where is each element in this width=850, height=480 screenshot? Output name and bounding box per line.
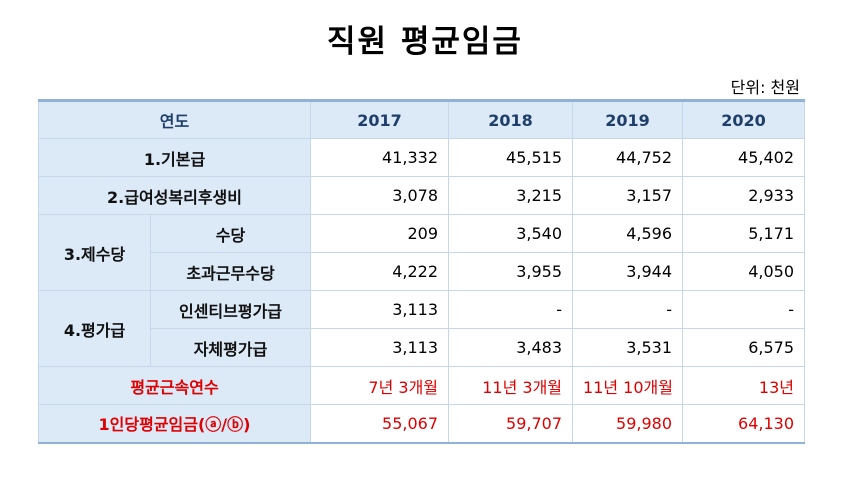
table-cell: 3,531 (572, 328, 684, 367)
row-group-label-evaluation: 4.평가급 (38, 290, 151, 367)
unit-label: 단위: 천원 (730, 78, 800, 97)
row-label-allowance: 수당 (149, 214, 312, 253)
table-cell: 3,483 (448, 328, 574, 367)
table-cell: - (448, 290, 574, 329)
row-label-basic-pay: 1.기본급 (37, 138, 312, 177)
row-label-avg-wage: 1인당평균임금(ⓐ/ⓑ) (37, 404, 312, 444)
table-row: 3.제수당 수당 209 3,540 4,596 5,171 (38, 214, 806, 291)
row-label-welfare: 2.급여성복리후생비 (37, 176, 312, 215)
year-2017-header: 2017 (310, 99, 450, 139)
year-2020-header: 2020 (682, 99, 806, 139)
table-row: 4.평가급 인센티브평가급 3,113 - - - (38, 290, 806, 367)
year-header: 연도 (37, 99, 312, 139)
table-cell: 64,130 (682, 404, 806, 444)
table-cell: 3,113 (310, 290, 450, 329)
row-label-tenure: 평균근속연수 (37, 366, 312, 405)
table-cell: 7년 3개월 (310, 366, 450, 405)
table-cell: 41,332 (310, 138, 450, 177)
page-title: 직원 평균임금 (327, 24, 523, 60)
table-cell: 3,113 (310, 328, 450, 367)
header-row: 연도 2017 2018 2019 2020 (37, 99, 806, 139)
table-cell: 6,575 (682, 328, 806, 367)
table-cell: 4,596 (572, 214, 684, 253)
table-row: 1인당평균임금(ⓐ/ⓑ) 55,067 59,707 59,980 64,130 (37, 404, 806, 444)
table-cell: 55,067 (310, 404, 450, 444)
table-cell: 3,215 (448, 176, 574, 215)
table-cell: 3,540 (448, 214, 574, 253)
table-cell: - (572, 290, 684, 329)
table-cell: 44,752 (572, 138, 684, 177)
table-row: 초과근무수당 4,222 3,955 3,944 4,050 (39, 252, 806, 291)
table-cell: 45,402 (682, 138, 806, 177)
table-cell: 11년 3개월 (448, 366, 574, 405)
table-row: 평균근속연수 7년 3개월 11년 3개월 11년 10개월 13년 (37, 366, 806, 405)
wage-table: 연도 2017 2018 2019 2020 1.기본급 41,332 45,5… (37, 99, 806, 444)
row-label-self-evaluation: 자체평가급 (149, 328, 312, 367)
table-row: 1.기본급 41,332 45,515 44,752 45,402 (37, 138, 806, 177)
table-cell: 209 (310, 214, 450, 253)
table-cell: 2,933 (682, 176, 806, 215)
table-cell: 3,944 (572, 252, 684, 291)
table-cell: 3,157 (572, 176, 684, 215)
table-cell: 4,222 (310, 252, 450, 291)
table-cell: 4,050 (682, 252, 806, 291)
year-2019-header: 2019 (572, 99, 684, 139)
row-label-overtime: 초과근무수당 (149, 252, 312, 291)
table-cell: 5,171 (682, 214, 806, 253)
table-cell: 3,078 (310, 176, 450, 215)
year-2018-header: 2018 (448, 99, 574, 139)
table-cell: - (682, 290, 806, 329)
table-cell: 11년 10개월 (572, 366, 684, 405)
row-label-incentive: 인센티브평가급 (149, 290, 312, 329)
table-cell: 3,955 (448, 252, 574, 291)
table-cell: 13년 (682, 366, 806, 405)
table-row: 2.급여성복리후생비 3,078 3,215 3,157 2,933 (37, 176, 806, 215)
table-cell: 59,707 (448, 404, 574, 444)
row-group-label-allowances: 3.제수당 (38, 214, 151, 291)
table-row: 자체평가급 3,113 3,483 3,531 6,575 (39, 328, 806, 367)
table-cell: 59,980 (572, 404, 684, 444)
table-cell: 45,515 (448, 138, 574, 177)
